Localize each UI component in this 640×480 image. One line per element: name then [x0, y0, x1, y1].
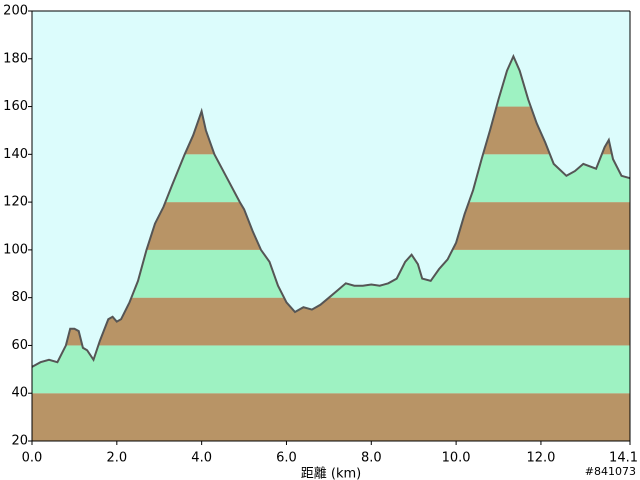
x-tick-label: 6.0	[276, 451, 297, 466]
y-tick-label: 80	[11, 290, 28, 305]
x-tick-label: 12.0	[526, 451, 555, 466]
y-tick-label: 40	[11, 386, 28, 401]
annotation: #841073	[585, 465, 636, 478]
y-tick-label: 120	[3, 195, 28, 210]
x-tick-label: 0.0	[22, 451, 43, 466]
y-tick-label: 180	[3, 51, 28, 66]
x-tick-label: 10.0	[442, 451, 471, 466]
x-tick-label: 14.1	[609, 451, 638, 466]
band	[32, 393, 630, 441]
x-axis-title: 距離 (km)	[301, 467, 361, 480]
x-tick-label: 8.0	[361, 451, 382, 466]
y-tick-label: 160	[3, 99, 28, 114]
band	[32, 345, 630, 394]
x-tick-label: 2.0	[106, 451, 127, 466]
y-tick-label: 20	[11, 434, 28, 449]
x-tick-label: 4.0	[191, 451, 212, 466]
y-tick-label: 140	[3, 147, 28, 162]
y-tick-label: 100	[3, 242, 28, 257]
y-tick-label: 60	[11, 338, 28, 353]
elevation-line	[31, 53, 631, 368]
y-tick-label: 200	[3, 4, 28, 19]
band	[32, 297, 630, 346]
